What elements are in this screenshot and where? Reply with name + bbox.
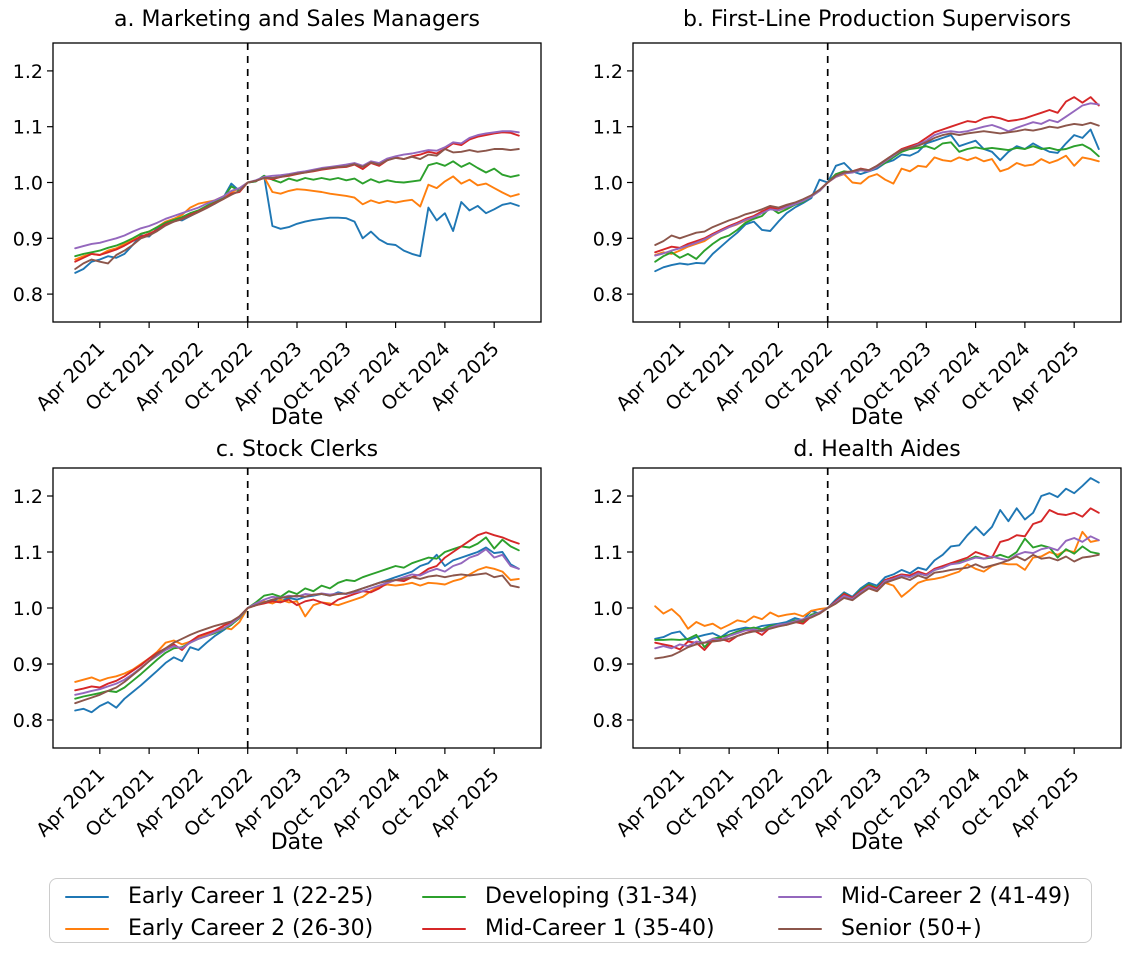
series-line-mid-career-1-35-40 (74, 531, 520, 692)
chart-a-title: a. Marketing and Sales Managers (114, 7, 480, 32)
chart-b-x-axis-label: Date (850, 405, 904, 430)
chart-b-title: b. First-Line Production Supervisors (682, 7, 1072, 32)
series-line-developing-31-34 (654, 141, 1100, 263)
y-tick-label: 1.2 (13, 61, 43, 83)
legend-box: Early Career 1 (22-25) Early Career 2 (2… (49, 878, 1092, 943)
chart-c-x-axis-label: Date (270, 830, 324, 855)
y-tick-label: 1.1 (593, 542, 623, 564)
legend-column-2: Developing (31-34) Mid-Career 1 (35-40) (422, 882, 715, 946)
legend-label: Developing (31-34) (485, 884, 698, 909)
y-tick-label: 1.0 (13, 173, 43, 195)
chart-a-x-axis-label: Date (270, 405, 324, 430)
series-line-developing-31-34 (74, 536, 520, 700)
legend-label: Mid-Career 1 (35-40) (485, 916, 715, 941)
legend-item: Early Career 1 (22-25) (65, 882, 373, 912)
y-tick-label: 1.1 (13, 117, 43, 139)
legend-column-1: Early Career 1 (22-25) Early Career 2 (2… (65, 882, 373, 946)
series-line-mid-career-2-41-49 (654, 535, 1100, 650)
series-line-early-career-2-26-30 (74, 175, 520, 261)
series-line-senior-50 (654, 553, 1100, 660)
series-line-mid-career-2-41-49 (74, 130, 520, 250)
legend-item: Mid-Career 2 (41-49) (778, 882, 1071, 912)
legend-line-sample-green (422, 895, 466, 899)
series-line-early-career-1-22-25 (654, 128, 1100, 273)
y-tick-label: 1.2 (593, 61, 623, 83)
plot-area-border (52, 467, 542, 749)
legend-label: Early Career 1 (22-25) (128, 884, 374, 909)
series-line-mid-career-2-41-49 (654, 102, 1100, 257)
series-line-early-career-1-22-25 (74, 546, 520, 714)
y-tick-label: 1.2 (13, 486, 43, 508)
y-tick-label: 0.8 (593, 284, 623, 306)
y-tick-label: 1.2 (593, 486, 623, 508)
series-line-developing-31-34 (74, 160, 520, 258)
y-tick-label: 1.1 (593, 117, 623, 139)
legend-label: Early Career 2 (26-30) (128, 916, 374, 941)
legend-item: Mid-Career 1 (35-40) (422, 914, 715, 944)
y-tick-label: 0.8 (593, 710, 623, 732)
legend-label: Senior (50+) (841, 916, 982, 941)
chart-d-x-axis-label: Date (850, 830, 904, 855)
y-tick-label: 1.0 (593, 598, 623, 620)
legend-item: Early Career 2 (26-30) (65, 914, 373, 944)
plot-area-border (52, 42, 542, 323)
series-line-early-career-1-22-25 (74, 174, 520, 274)
legend-line-sample-purple (778, 895, 822, 899)
chart-d-title: d. Health Aides (793, 437, 961, 462)
legend-line-sample-blue (65, 895, 109, 899)
y-tick-label: 0.8 (13, 710, 43, 732)
legend-line-sample-orange (65, 927, 109, 931)
series-line-early-career-1-22-25 (654, 477, 1100, 642)
y-tick-label: 1.0 (593, 173, 623, 195)
series-line-senior-50 (654, 121, 1100, 246)
series-line-senior-50 (74, 148, 520, 270)
legend-label: Mid-Career 2 (41-49) (841, 884, 1071, 909)
series-line-early-career-2-26-30 (654, 154, 1100, 256)
legend-line-sample-red (422, 927, 466, 931)
y-tick-label: 0.9 (13, 228, 43, 250)
y-tick-label: 0.8 (13, 284, 43, 306)
plot-area-border (632, 467, 1122, 749)
y-tick-label: 0.9 (593, 228, 623, 250)
chart-c-title: c. Stock Clerks (215, 437, 379, 462)
legend-column-3: Mid-Career 2 (41-49) Senior (50+) (778, 882, 1071, 946)
series-line-senior-50 (74, 572, 520, 705)
y-tick-label: 1.1 (13, 542, 43, 564)
legend-line-sample-brown (778, 927, 822, 931)
y-tick-label: 0.9 (593, 654, 623, 676)
legend-item: Developing (31-34) (422, 882, 715, 912)
y-tick-label: 0.9 (13, 654, 43, 676)
legend-item: Senior (50+) (778, 914, 1071, 944)
series-line-mid-career-1-35-40 (654, 507, 1100, 651)
y-tick-label: 1.0 (13, 598, 43, 620)
plot-area-border (632, 42, 1122, 323)
